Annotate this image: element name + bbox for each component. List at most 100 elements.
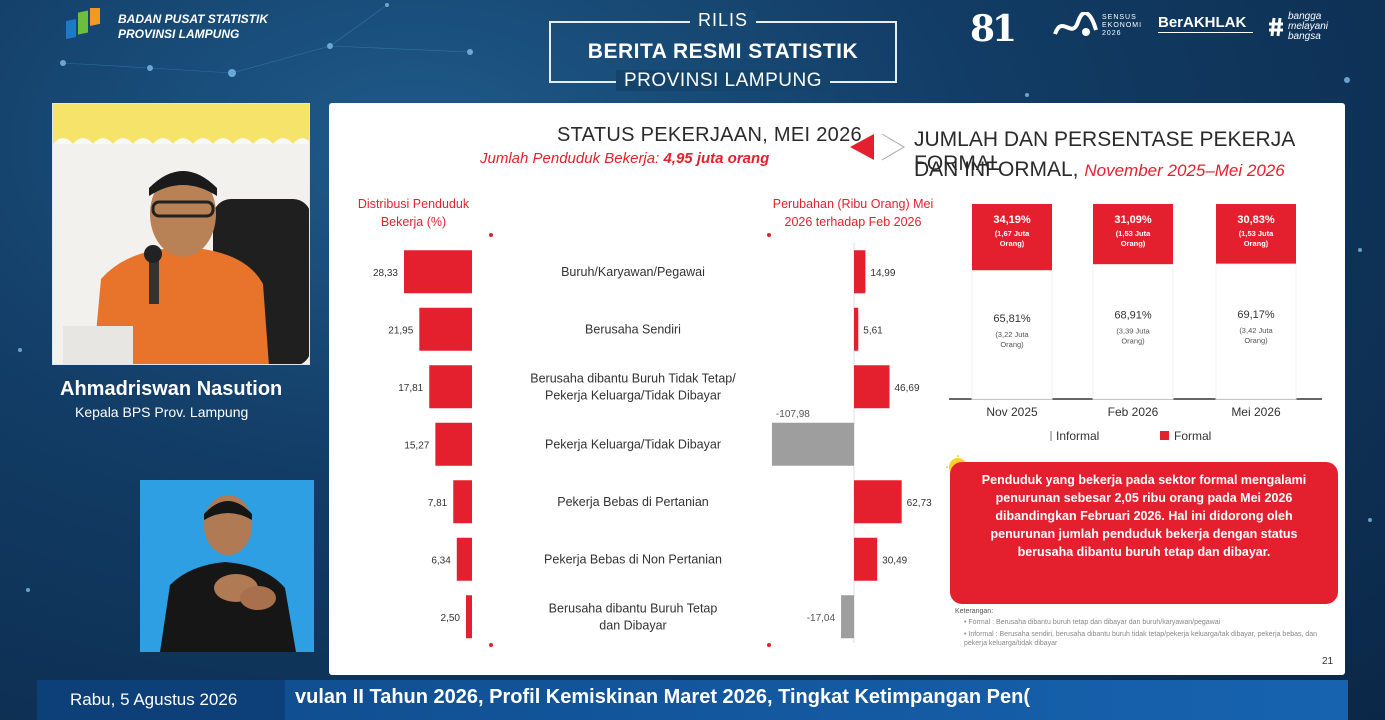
- dist-bar: [429, 365, 472, 409]
- bangga-melayani-text: bangga melayani bangsa: [1288, 11, 1329, 42]
- category-label: Buruh/Karyawan/Pegawai: [561, 265, 705, 279]
- change-bar: [854, 480, 902, 524]
- ticker-date: Rabu, 5 Agustus 2026: [37, 680, 285, 720]
- formal-bar-segment: [972, 204, 1052, 271]
- ticker-text: vulan II Tahun 2026, Profil Kemiskinan M…: [295, 686, 1031, 708]
- informal-bar-segment: [1092, 264, 1174, 400]
- status-pekerjaan-charts: 28,33 Buruh/Karyawan/Pegawai 14,99 21,95 Ber…: [373, 204, 1322, 647]
- dist-bar-value: 17,81: [398, 383, 423, 394]
- org-name-line2: PROVINSI LAMPUNG: [118, 27, 240, 41]
- org-name-line1: BADAN PUSAT STATISTIK: [118, 12, 268, 26]
- interpreter-avatar: [140, 480, 314, 652]
- informal-count-label: (3,42 Juta: [1239, 326, 1273, 335]
- category-label: Pekerja Keluarga/Tidak Dibayar: [545, 388, 721, 402]
- change-bar-value: -17,04: [807, 613, 836, 624]
- dist-bar: [419, 307, 472, 351]
- formal-count-label: (1,53 Juta: [1239, 229, 1274, 238]
- change-bar: [854, 307, 859, 351]
- speaker-name: Ahmadriswan Nasution: [60, 378, 283, 400]
- dist-bar: [456, 537, 472, 581]
- distribution-axis-label: Distribusi Penduduk Bekerja (%): [357, 197, 470, 229]
- slide-title: STATUS PEKERJAAN, MEI 2026: [557, 124, 862, 146]
- formal-bar-segment: [1093, 204, 1173, 265]
- change-bar-value: 62,73: [907, 498, 932, 509]
- dist-bar-value: 28,33: [373, 268, 398, 279]
- informal-count-label: Orang): [1244, 336, 1268, 345]
- arrow-toggle-icon[interactable]: [848, 132, 908, 162]
- informal-count-label: Orang): [1000, 340, 1024, 349]
- informal-count-label: (3,39 Juta: [1116, 326, 1150, 335]
- note-formal: • Formal : Berusaha dibantu buruh tetap …: [964, 619, 1221, 626]
- dist-bar-value: 21,95: [388, 325, 413, 336]
- formal-count-label: (1,67 Juta: [995, 229, 1030, 238]
- dist-bar: [453, 480, 472, 524]
- informal-pct-label: 68,91%: [1114, 309, 1152, 321]
- formal-count-label: Orang): [1121, 239, 1146, 248]
- slide-page-number: 21: [1322, 656, 1334, 667]
- slide-subtitle: Jumlah Penduduk Bekerja: 4,95 juta orang: [480, 150, 770, 167]
- change-axis-top-dot: [767, 233, 771, 237]
- note-informal: • Informal : Berusaha sendiri, berusaha …: [964, 631, 1318, 647]
- dist-bar: [404, 250, 472, 294]
- formal-bar-segment: [1216, 204, 1296, 265]
- bangga-melayani-icon: [1269, 17, 1283, 37]
- org-name: BADAN PUSAT STATISTIK PROVINSI LAMPUNG: [118, 12, 268, 42]
- change-bar-value: 46,69: [894, 383, 919, 394]
- change-bar: [854, 365, 890, 409]
- dist-bar: [466, 595, 472, 639]
- change-bar: [841, 595, 854, 639]
- main-title: BERITA RESMI STATISTIK: [587, 40, 859, 63]
- stack-category-label: Feb 2026: [1108, 405, 1159, 419]
- informal-count-label: Orang): [1121, 336, 1145, 345]
- formal-pct-label: 30,83%: [1237, 214, 1275, 226]
- speaker-role: Kepala BPS Prov. Lampung: [75, 404, 249, 420]
- change-bar: [854, 537, 878, 581]
- bps-logo-icon: [66, 8, 100, 40]
- right-chart-title-line1: JUMLAH DAN PERSENTASE PEKERJA FORMAL: [914, 128, 1295, 175]
- dist-bar-value: 6,34: [431, 555, 451, 566]
- speaker-avatar: [53, 104, 309, 364]
- stack-category-label: Mei 2026: [1231, 405, 1281, 419]
- speaker-video: [52, 103, 310, 365]
- legend-informal-label: Informal: [1056, 429, 1099, 443]
- change-bar-value: -107,98: [776, 409, 810, 420]
- change-axis-label: Perubahan (Ribu Orang) Mei 2026 terhadap…: [772, 197, 934, 229]
- legend-formal-label: Formal: [1174, 429, 1211, 443]
- change-bar: [854, 250, 866, 294]
- stack-category-label: Nov 2025: [986, 405, 1038, 419]
- informal-count-label: (3,22 Juta: [995, 330, 1029, 339]
- change-bar-value: 5,61: [863, 325, 883, 336]
- formal-count-label: Orang): [1000, 239, 1025, 248]
- category-label: Pekerja Keluarga/Tidak Dibayar: [545, 437, 721, 451]
- sub-title: PROVINSI LAMPUNG: [549, 70, 897, 92]
- legend-formal-swatch: [1160, 431, 1169, 440]
- informal-pct-label: 65,81%: [993, 313, 1031, 325]
- dist-axis-bottom-dot: [489, 643, 493, 647]
- dist-bar: [435, 422, 472, 466]
- formal-count-label: Orang): [1244, 239, 1269, 248]
- category-label: Pekerja Bebas di Pertanian: [557, 495, 709, 509]
- category-label: Pekerja Bebas di Non Pertanian: [544, 552, 722, 566]
- change-bar: [771, 422, 854, 466]
- legend-informal-swatch: [1050, 431, 1052, 441]
- change-bar-value: 30,49: [882, 555, 907, 566]
- logo-81-years: 81: [970, 8, 1017, 50]
- dist-bar-value: 7,81: [428, 498, 448, 509]
- dist-bar-value: 2,50: [441, 613, 461, 624]
- formal-pct-label: 31,09%: [1114, 214, 1152, 226]
- category-label: Berusaha Sendiri: [585, 322, 681, 336]
- formal-pct-label: 34,19%: [993, 214, 1031, 226]
- insight-callout: Penduduk yang bekerja pada sektor formal…: [950, 462, 1338, 604]
- rilis-label: RILIS: [549, 10, 897, 31]
- sensus-ekonomi-text: SENSUS EKONOMI 2026: [1102, 14, 1143, 37]
- sign-interpreter-video: [140, 480, 314, 652]
- informal-bar-segment: [1215, 263, 1297, 400]
- informal-bar-segment: [971, 270, 1053, 400]
- change-bar-value: 14,99: [870, 268, 895, 279]
- notes-title: Keterangan:: [955, 608, 994, 615]
- sensus-ekonomi-logo-icon: [1053, 12, 1098, 36]
- berakhlak-logo: BerAKHLAK: [1158, 14, 1247, 31]
- informal-pct-label: 69,17%: [1237, 309, 1275, 321]
- formal-count-label: (1,53 Juta: [1116, 229, 1151, 238]
